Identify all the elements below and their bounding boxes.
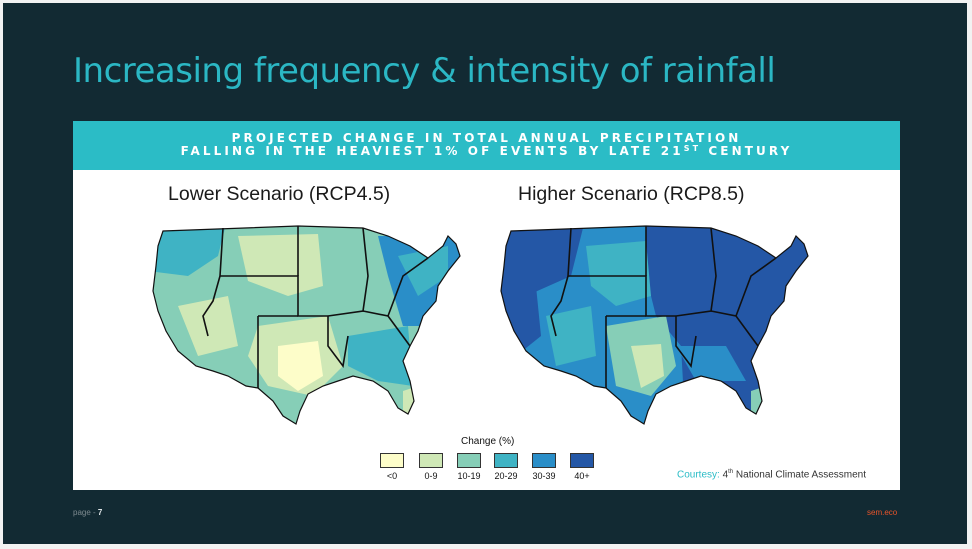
- courtesy-superscript: th: [728, 469, 734, 475]
- slide: Increasing frequency & intensity of rain…: [3, 3, 967, 544]
- banner-line-2-tail: CENTURY: [701, 144, 793, 158]
- page-value: 7: [97, 508, 103, 517]
- page-number: page - 7: [73, 508, 102, 517]
- legend-label-lt0: <0: [386, 471, 398, 481]
- banner-superscript: ST: [683, 144, 702, 153]
- legend-swatch-30-39: [532, 453, 556, 468]
- banner-line-2: FALLING IN THE HEAVIEST 1% OF EVENTS BY …: [73, 145, 900, 158]
- legend-label-0-9: 0-9: [424, 471, 438, 481]
- precipitation-figure: PROJECTED CHANGE IN TOTAL ANNUAL PRECIPI…: [73, 121, 900, 490]
- figure-banner: PROJECTED CHANGE IN TOTAL ANNUAL PRECIPI…: [73, 121, 900, 170]
- courtesy-label: Courtesy:: [677, 469, 720, 481]
- legend-label-20-29: 20-29: [494, 471, 518, 481]
- legend-title: Change (%): [461, 436, 515, 447]
- lower-scenario-title: Lower Scenario (RCP4.5): [168, 183, 391, 205]
- higher-scenario-title: Higher Scenario (RCP8.5): [518, 183, 745, 205]
- legend-label-30-39: 30-39: [532, 471, 556, 481]
- legend-label-10-19: 10-19: [457, 471, 481, 481]
- brand-logo-text: sem.eco: [867, 508, 898, 517]
- courtesy-number: 4: [722, 469, 729, 481]
- courtesy-credit: Courtesy: 4th National Climate Assessmen…: [677, 469, 866, 480]
- banner-line-1: PROJECTED CHANGE IN TOTAL ANNUAL PRECIPI…: [231, 131, 742, 145]
- slide-title: Increasing frequency & intensity of rain…: [73, 51, 776, 91]
- legend-swatch-lt0: [380, 453, 404, 468]
- legend-swatch-20-29: [494, 453, 518, 468]
- legend-swatch-40plus: [570, 453, 594, 468]
- courtesy-source: National Climate Assessment: [733, 469, 866, 481]
- page-label: page -: [73, 508, 96, 517]
- higher-scenario-map: [500, 225, 809, 425]
- legend-swatch-10-19: [457, 453, 481, 468]
- lower-scenario-map: [152, 225, 461, 425]
- banner-line-2-text: FALLING IN THE HEAVIEST 1% OF EVENTS BY …: [180, 144, 684, 158]
- legend-swatch-0-9: [419, 453, 443, 468]
- legend-label-40plus: 40+: [574, 471, 590, 481]
